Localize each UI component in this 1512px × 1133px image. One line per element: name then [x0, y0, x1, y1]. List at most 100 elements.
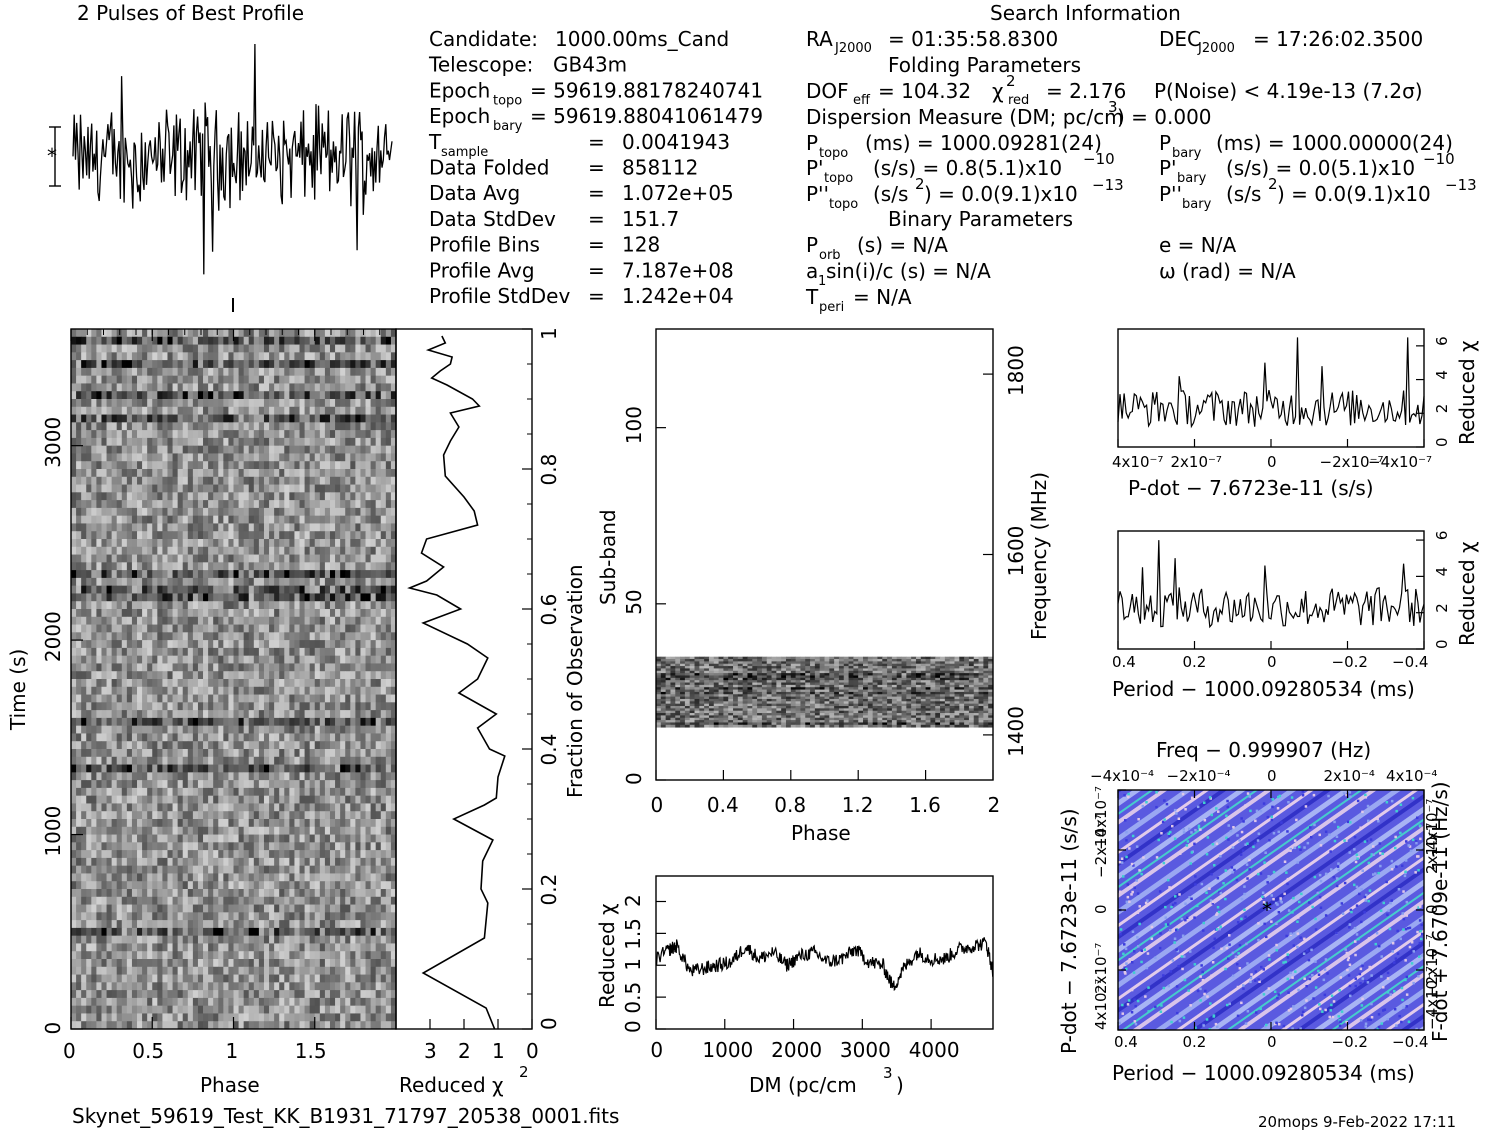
time-phase-cell [126, 577, 133, 587]
time-phase-cell [91, 414, 97, 423]
time-phase-cell [289, 889, 295, 898]
time-phase-cell [71, 819, 77, 828]
time-phase-cell [182, 686, 189, 695]
time-phase-cell [91, 422, 97, 431]
time-phase-cell [91, 461, 97, 470]
time-phase-cell [375, 329, 382, 338]
time-phase-cell [152, 531, 158, 540]
time-phase-cell [253, 601, 260, 610]
time-phase-cell [111, 717, 118, 727]
time-phase-cell [309, 570, 316, 579]
time-phase-cell [238, 329, 245, 338]
time-phase-cell [274, 422, 280, 431]
time-phase-cell [147, 422, 153, 431]
time-phase-cell [299, 531, 305, 540]
time-phase-cell [228, 671, 234, 680]
time-phase-cell [385, 640, 392, 649]
time-phase-cell [223, 679, 229, 688]
time-phase-cell [131, 383, 138, 392]
time-phase-cell [238, 554, 245, 563]
time-phase-cell [71, 920, 77, 929]
time-phase-cell [309, 686, 316, 695]
time-phase-cell [390, 360, 397, 369]
time-phase-cell [147, 500, 153, 509]
time-phase-cell [162, 632, 168, 641]
time-phase-cell [289, 640, 295, 649]
time-phase-cell [365, 756, 372, 765]
time-phase-cell [380, 399, 387, 408]
time-phase-cell [299, 476, 305, 485]
time-phase-cell [182, 741, 189, 750]
time-phase-cell [304, 772, 311, 781]
time-phase-cell [233, 391, 239, 400]
time-phase-cell [203, 523, 209, 532]
time-phase-cell [355, 593, 361, 602]
time-phase-cell [365, 655, 372, 664]
time-phase-cell [197, 375, 204, 384]
chi-label: χ [992, 79, 1004, 103]
time-phase-cell [162, 601, 168, 610]
time-phase-cell [177, 422, 184, 431]
time-phase-cell [365, 601, 372, 610]
time-phase-cell [131, 780, 138, 789]
time-phase-cell [370, 671, 377, 680]
time-phase-cell [177, 616, 184, 625]
time-phase-cell [258, 912, 265, 921]
time-phase-cell [121, 399, 128, 408]
time-phase-cell [350, 507, 356, 517]
time-phase-cell [350, 857, 356, 867]
time-phase-cell [269, 500, 275, 509]
time-phase-cell [274, 570, 280, 579]
time-phase-cell [182, 344, 189, 353]
time-phase-cell [187, 352, 194, 361]
time-phase-cell [197, 702, 204, 711]
time-phase-cell [375, 834, 382, 843]
time-phase-cell [177, 585, 184, 594]
time-phase-cell [243, 507, 250, 517]
time-phase-cell [187, 912, 194, 921]
time-phase-cell [350, 360, 356, 369]
time-phase-cell [253, 850, 260, 859]
time-phase-cell [126, 717, 133, 727]
time-phase-cell [218, 391, 224, 400]
time-phase-cell [279, 679, 285, 688]
time-phase-cell [177, 344, 184, 353]
time-phase-cell [375, 756, 382, 765]
time-phase-cell [182, 570, 189, 579]
time-phase-cell [304, 764, 311, 773]
time-phase-cell [111, 826, 118, 835]
time-phase-cell [111, 904, 118, 913]
time-phase-cell [238, 391, 245, 400]
time-phase-cell [319, 624, 326, 633]
time-phase-cell [86, 850, 92, 859]
time-phase-cell [345, 539, 351, 548]
time-phase-cell [289, 562, 295, 571]
time-phase-cell [345, 344, 351, 353]
time-phase-cell [248, 484, 255, 493]
time-phase-cell [131, 694, 138, 703]
time-phase-cell [365, 360, 372, 369]
time-phase-cell [365, 702, 372, 711]
time-phase-cell [106, 655, 113, 664]
time-phase-cell [116, 391, 123, 400]
time-phase-cell [233, 476, 239, 485]
time-phase-cell [248, 632, 255, 641]
time-phase-cell [81, 787, 87, 797]
time-phase-cell [172, 873, 179, 882]
time-phase-cell [228, 780, 234, 789]
time-phase-cell [131, 686, 138, 695]
time-phase-cell [116, 686, 123, 695]
time-phase-cell [329, 554, 336, 563]
time-phase-cell [319, 445, 326, 454]
time-phase-cell [294, 577, 300, 587]
time-phase-cell [111, 803, 118, 812]
time-phase-cell [187, 476, 194, 485]
time-phase-cell [253, 632, 260, 641]
time-phase-cell [228, 507, 234, 517]
time-phase-cell [131, 577, 138, 587]
time-phase-cell [101, 772, 107, 781]
time-phase-cell [248, 469, 255, 478]
time-phase-cell [116, 679, 123, 688]
time-phase-cell [126, 811, 133, 820]
time-phase-cell [162, 772, 168, 781]
